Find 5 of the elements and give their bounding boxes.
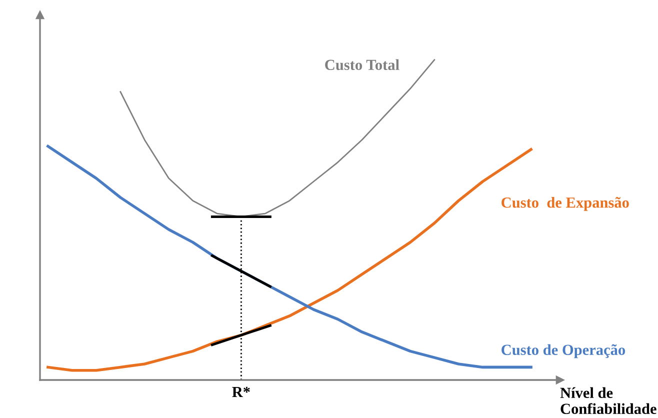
series-label: Custo de Operação [502, 344, 626, 358]
series-label: Custo Total [325, 59, 400, 70]
series-label: Custo de Expansão [502, 196, 629, 211]
text: R* [232, 386, 250, 398]
x-axis-title: Nível de Confiabilidade [560, 387, 656, 414]
